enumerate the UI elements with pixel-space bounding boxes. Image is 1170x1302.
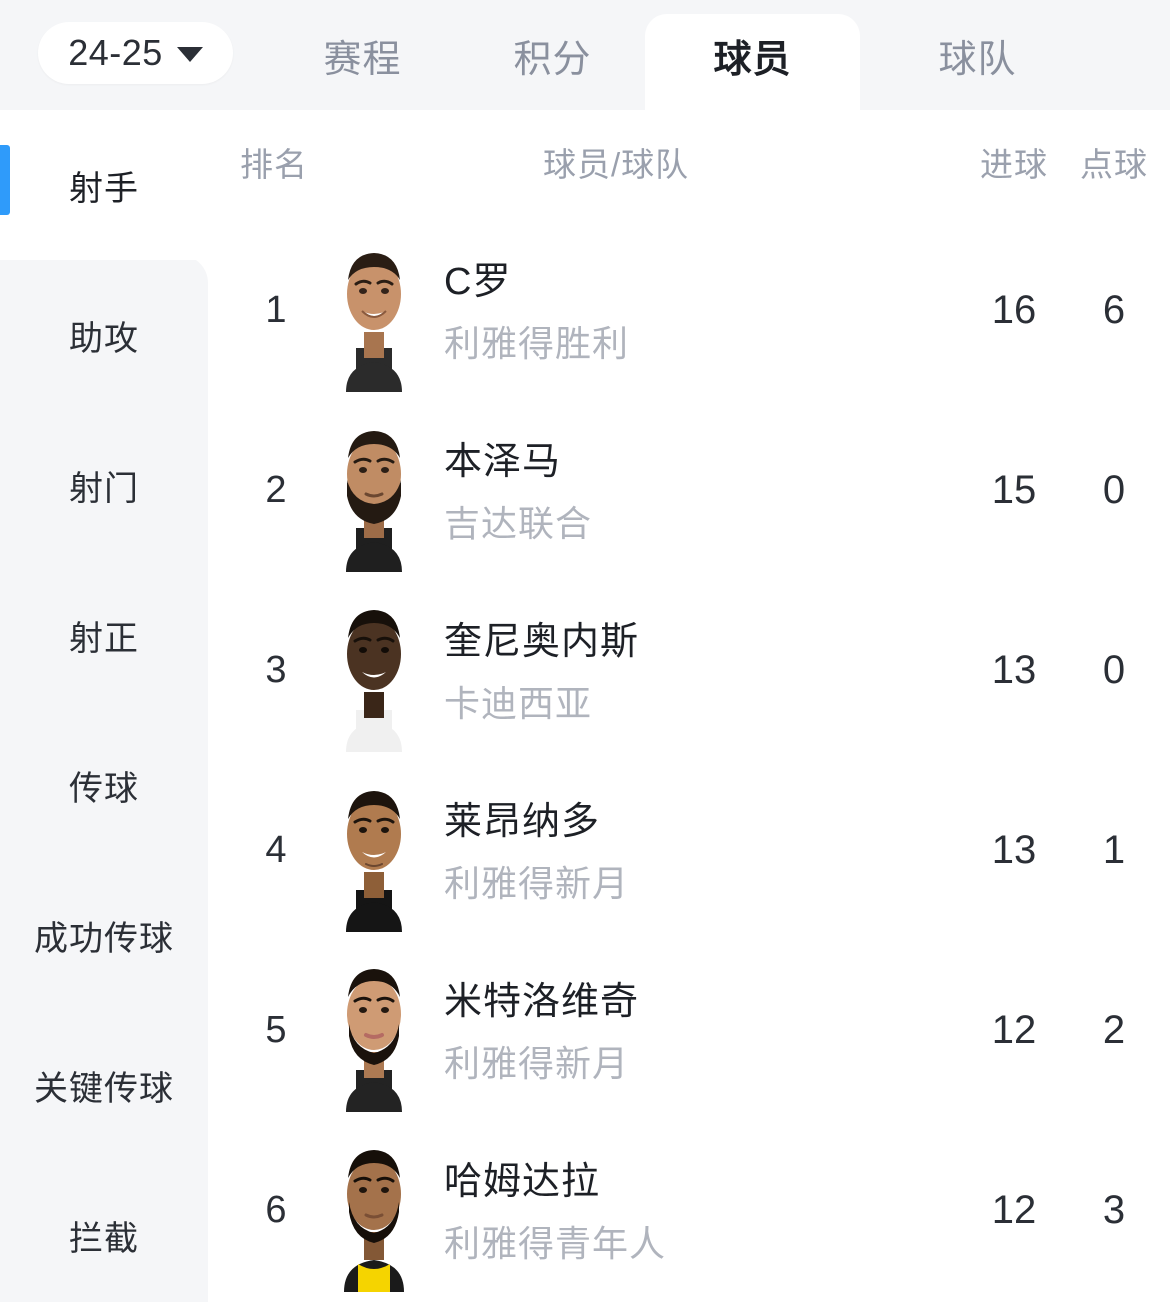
player-avatar [326, 588, 422, 752]
player-team: 利雅得新月 [444, 863, 630, 904]
table-row[interactable]: 6 哈姆达拉 [208, 1120, 1170, 1300]
sidebar-item-label: 拦截 [69, 1219, 139, 1258]
season-selector[interactable]: 24-25 [38, 22, 233, 84]
tab-label: 球员 [713, 38, 792, 81]
sidebar-item-label: 关键传球 [34, 1069, 174, 1108]
column-header-player: 球员/球队 [543, 146, 690, 183]
sidebar-item-successful-passes[interactable]: 成功传球 [0, 860, 208, 1010]
player-name: 哈姆达拉 [444, 1161, 601, 1203]
penalties-cell: 0 [1102, 467, 1126, 512]
rank-cell: 5 [265, 1008, 287, 1051]
table-row[interactable]: 3 奎尼奥内斯 卡迪西亚 [208, 580, 1170, 760]
player-name: C罗 [444, 261, 512, 303]
player-team: 利雅得胜利 [444, 323, 630, 364]
tab-standings[interactable]: 积分 [445, 0, 660, 110]
sidebar-item-label: 助攻 [69, 319, 139, 358]
player-team: 利雅得青年人 [444, 1223, 667, 1264]
player-name: 本泽马 [444, 441, 562, 483]
sidebar-item-label: 射门 [69, 469, 139, 508]
rank-cell: 6 [265, 1188, 287, 1231]
penalties-cell: 2 [1102, 1007, 1126, 1052]
player-avatar [326, 228, 422, 392]
chevron-down-icon [176, 47, 203, 62]
player-avatar [326, 1128, 422, 1292]
tab-label: 球队 [938, 38, 1017, 81]
tab-teams[interactable]: 球队 [870, 0, 1085, 110]
stat-category-sidebar: 射手 助攻 射门 射正 传球 成功传球 关键传球 拦截 [0, 110, 208, 1302]
tab-fixtures[interactable]: 赛程 [255, 0, 470, 110]
table-row[interactable]: 2 [208, 400, 1170, 580]
player-name: 米特洛维奇 [444, 981, 640, 1023]
tab-label: 积分 [513, 38, 592, 81]
column-header-rank: 排名 [240, 146, 308, 183]
active-indicator-bar [0, 145, 10, 215]
player-name: 奎尼奥内斯 [444, 621, 640, 663]
sidebar-item-key-passes[interactable]: 关键传球 [0, 1010, 208, 1160]
goals-cell: 15 [991, 467, 1037, 512]
goals-cell: 13 [991, 827, 1037, 872]
goals-cell: 12 [991, 1187, 1037, 1232]
goals-cell: 13 [991, 647, 1037, 692]
player-avatar [326, 768, 422, 932]
sidebar-item-assists[interactable]: 助攻 [0, 260, 208, 410]
sidebar-item-interceptions[interactable]: 拦截 [0, 1160, 208, 1302]
player-avatar [326, 408, 422, 572]
active-tab-background [645, 14, 860, 124]
penalties-cell: 1 [1102, 827, 1126, 872]
sidebar-item-passes[interactable]: 传球 [0, 710, 208, 860]
sidebar-item-scorers[interactable]: 射手 [0, 110, 208, 260]
sidebar-item-label: 传球 [69, 769, 139, 808]
penalties-cell: 0 [1102, 647, 1126, 692]
table-row[interactable]: 4 莱昂纳多 [208, 760, 1170, 940]
player-name: 莱昂纳多 [444, 801, 601, 843]
column-header-goals: 进球 [980, 146, 1048, 183]
column-header-penalties: 点球 [1080, 146, 1148, 183]
rank-cell: 2 [265, 468, 287, 511]
penalties-cell: 6 [1102, 287, 1126, 332]
sidebar-item-shots-on-target[interactable]: 射正 [0, 560, 208, 710]
tab-bar: 赛程 积分 球员 球队 [255, 0, 1170, 110]
rank-cell: 1 [265, 288, 287, 331]
goals-cell: 16 [991, 287, 1037, 332]
stats-table: 排名 球员/球队 进球 点球 1 [208, 110, 1170, 1302]
table-row[interactable]: 5 米特洛维奇 [208, 940, 1170, 1120]
player-team: 利雅得新月 [444, 1043, 630, 1084]
table-row[interactable]: 1 C罗 [208, 220, 1170, 400]
sidebar-panel [0, 255, 208, 1302]
goals-cell: 12 [991, 1007, 1037, 1052]
sidebar-item-shots[interactable]: 射门 [0, 410, 208, 560]
player-avatar [326, 948, 422, 1112]
player-team: 吉达联合 [444, 503, 593, 544]
sidebar-item-label: 射手 [69, 169, 139, 208]
tab-players[interactable]: 球员 [645, 0, 860, 110]
season-selector-value: 24-25 [68, 32, 163, 73]
rank-cell: 4 [265, 828, 287, 871]
tab-label: 赛程 [323, 38, 402, 81]
page-body: 射手 助攻 射门 射正 传球 成功传球 关键传球 拦截 [0, 110, 1170, 1302]
penalties-cell: 3 [1102, 1187, 1126, 1232]
sidebar-item-label: 射正 [69, 619, 139, 658]
sidebar-item-label: 成功传球 [34, 919, 174, 958]
table-header: 排名 球员/球队 进球 点球 [208, 110, 1170, 210]
top-bar: 24-25 赛程 积分 球员 球队 [0, 0, 1170, 124]
rank-cell: 3 [265, 648, 287, 691]
player-team: 卡迪西亚 [444, 683, 593, 724]
